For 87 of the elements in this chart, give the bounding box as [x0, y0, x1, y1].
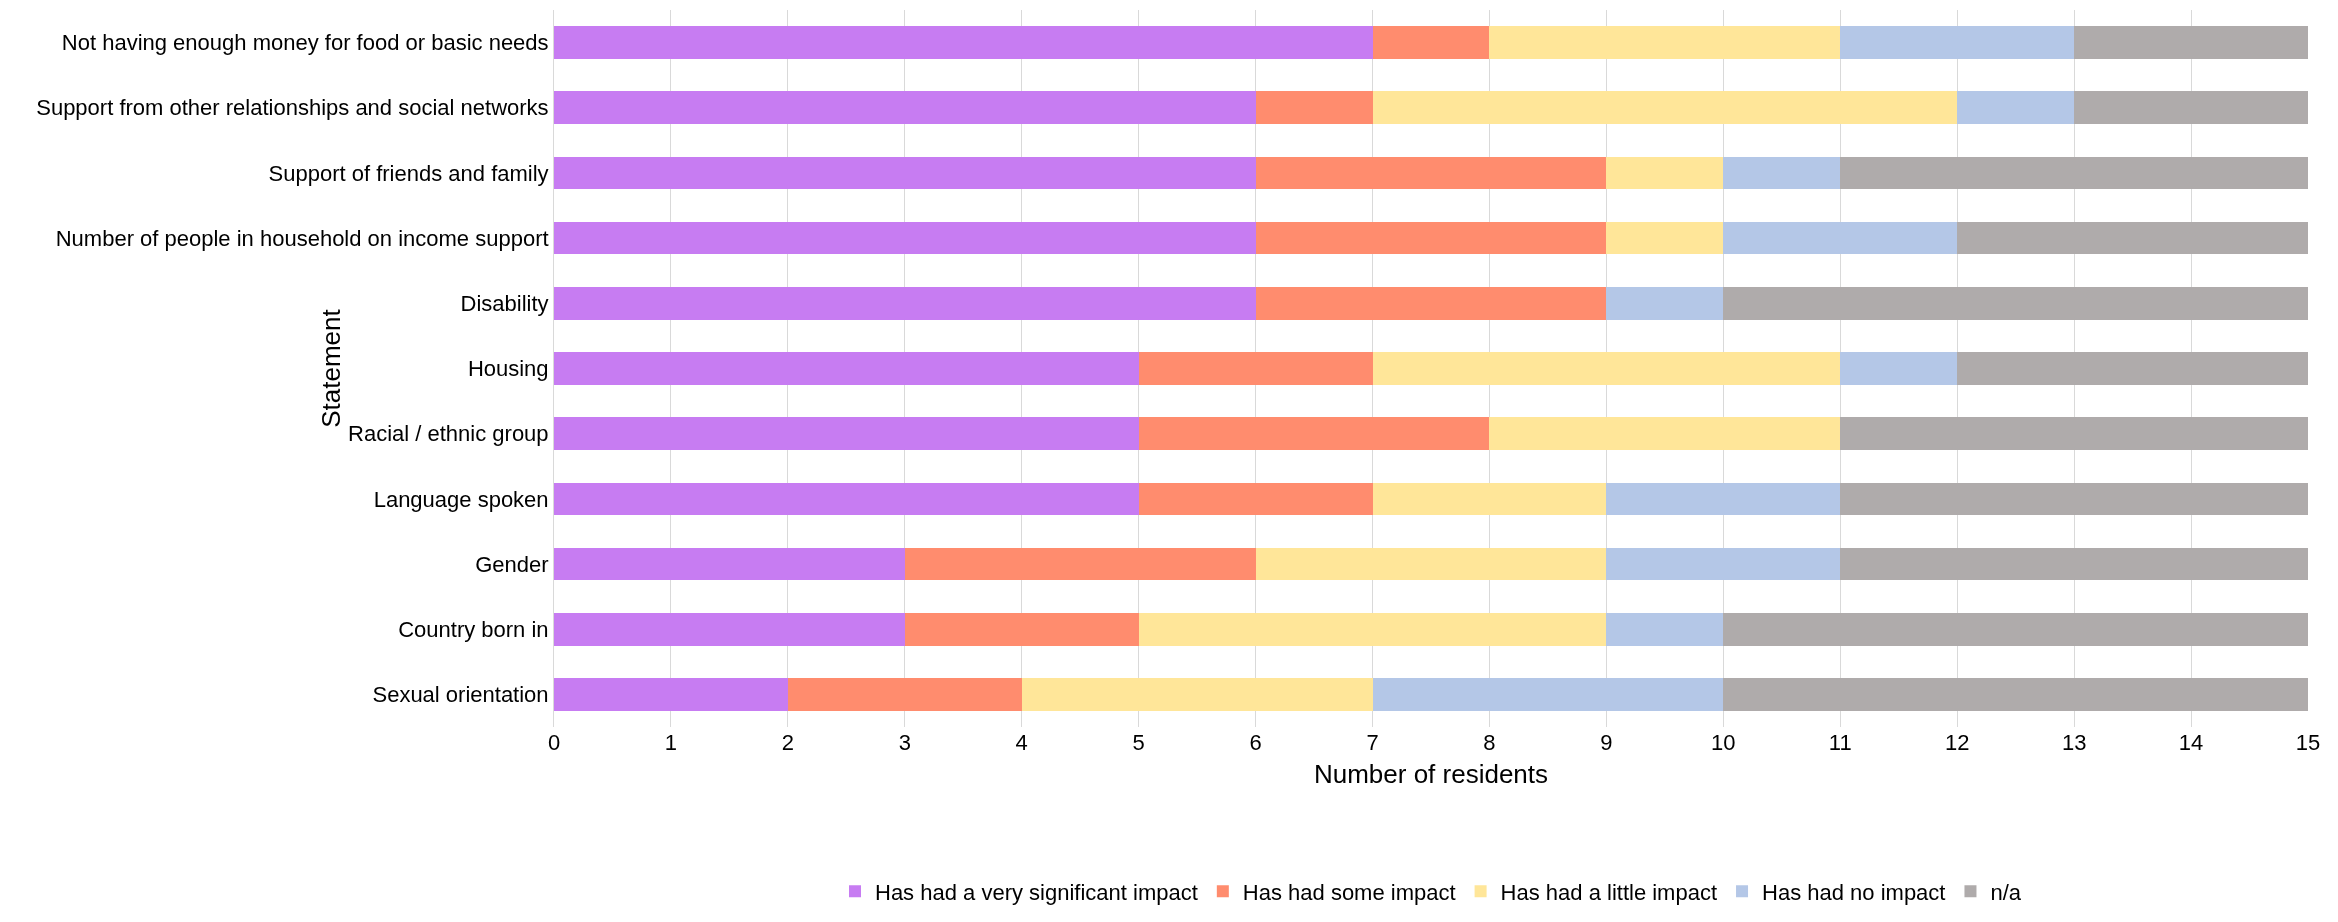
bar [554, 156, 1256, 190]
x-tick-label: 1 [664, 730, 678, 755]
bar [787, 678, 1022, 711]
bar [2074, 26, 2308, 59]
bar [904, 547, 1256, 581]
bar [554, 352, 1139, 385]
bar [1372, 678, 1724, 711]
bar [1489, 26, 1841, 59]
bar [1138, 612, 1607, 646]
y-tick-label: Racial / ethnic group [348, 421, 549, 447]
bar [554, 417, 1139, 450]
x-tick-label: 11 [1828, 730, 1852, 755]
bar [2074, 91, 2308, 125]
x-tick-label: 12 [1944, 730, 1970, 755]
bar [1723, 287, 2308, 320]
bar [1606, 287, 1724, 320]
y-tick-label: Number of people in household on income support [55, 225, 549, 251]
bar [554, 678, 788, 711]
y-tick-label: Gender [475, 551, 549, 577]
x-tick-label: 0 [547, 730, 561, 755]
bar [1255, 156, 1607, 190]
legend-label: Has had no impact [1762, 879, 1946, 905]
bar [1840, 26, 2075, 59]
bar [1840, 417, 2308, 450]
x-tick-label: 8 [1483, 730, 1496, 755]
bar [1957, 91, 2075, 125]
bar [554, 547, 905, 581]
bar [1606, 547, 1841, 581]
y-tick-label: Sexual orientation [372, 682, 549, 708]
x-tick-label: 7 [1366, 730, 1379, 755]
bar [554, 91, 1256, 125]
bar [1489, 417, 1841, 450]
bar [554, 26, 1373, 59]
x-axis-title: Number of residents [1313, 758, 1549, 789]
bar [1255, 91, 1373, 125]
bar [1372, 26, 1490, 59]
x-tick-label: 3 [898, 730, 911, 755]
bar [1957, 352, 2308, 385]
x-tick-label: 4 [1015, 730, 1028, 755]
bar [1840, 547, 2308, 581]
y-tick-label: Support of friends and family [268, 160, 549, 186]
x-tick-label: 14 [2178, 730, 2204, 755]
bar [1372, 91, 1958, 125]
y-tick-label: Country born in [398, 616, 549, 642]
bar [1372, 352, 1841, 385]
y-tick-label: Not having enough money for food or basic needs [61, 30, 549, 56]
bar [1723, 221, 1958, 255]
x-tick-label: 15 [2295, 730, 2321, 755]
bar [1255, 287, 1607, 320]
x-tick-label: 10 [1711, 730, 1736, 755]
x-tick-label: 6 [1249, 730, 1262, 755]
y-tick-label: Housing [467, 356, 549, 382]
bar [1255, 221, 1607, 255]
bar [1840, 156, 2308, 190]
bar [1606, 221, 1724, 255]
bar [1021, 678, 1373, 711]
bar [1606, 156, 1724, 190]
bar [1372, 482, 1607, 516]
bar [1138, 352, 1373, 385]
y-axis-title: Statement [316, 308, 347, 428]
bar [554, 482, 1139, 516]
bar [1138, 482, 1373, 516]
bar [1723, 678, 2308, 711]
y-tick-label: Language spoken [373, 486, 549, 512]
x-tick-label: 9 [1600, 730, 1613, 755]
bar [1138, 417, 1490, 450]
y-tick-label: Disability [460, 291, 549, 317]
x-tick-label: 13 [2061, 730, 2087, 755]
legend-label: n/a [1990, 879, 2022, 905]
bar [1840, 482, 2308, 516]
bar [1723, 612, 2308, 646]
bar [904, 612, 1139, 646]
bar [1606, 612, 1724, 646]
y-tick-label: Support from other relationships and social networks [36, 95, 549, 121]
bar [554, 287, 1256, 320]
bar [554, 221, 1256, 255]
bar [1606, 482, 1841, 516]
bar [1255, 547, 1607, 581]
x-tick-label: 5 [1132, 730, 1145, 755]
legend-label: Has had some impact [1242, 879, 1456, 905]
legend-label: Has had a little impact [1500, 879, 1718, 905]
legend-label: Has had a very significant impact [875, 879, 1198, 905]
bar [1957, 221, 2308, 255]
x-tick-label: 2 [781, 730, 794, 755]
bar [554, 612, 905, 646]
bar [1840, 352, 1958, 385]
bar [1723, 156, 1841, 190]
